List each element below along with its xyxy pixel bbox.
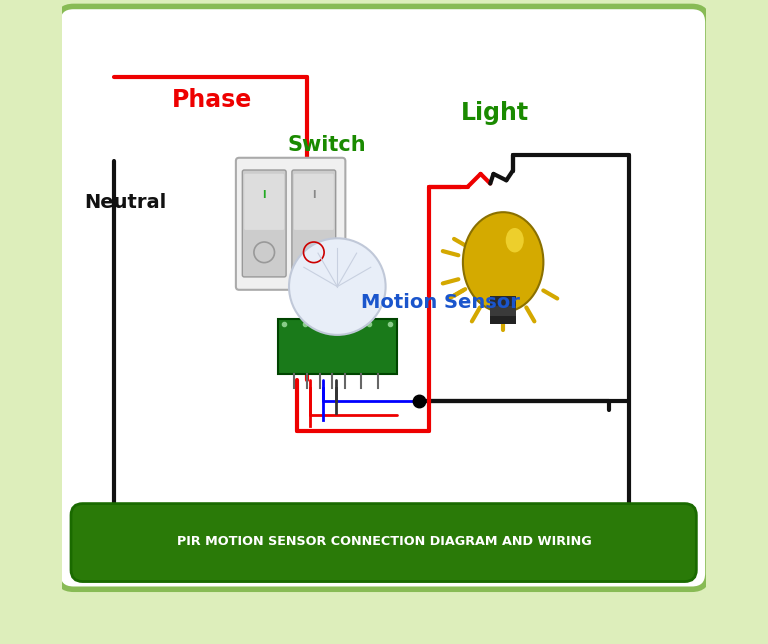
Text: I: I bbox=[263, 189, 266, 200]
Text: Motion Sensor: Motion Sensor bbox=[362, 293, 521, 312]
FancyBboxPatch shape bbox=[236, 158, 346, 290]
Text: I: I bbox=[312, 189, 316, 200]
FancyBboxPatch shape bbox=[294, 174, 334, 230]
Ellipse shape bbox=[505, 228, 524, 252]
Ellipse shape bbox=[289, 238, 386, 335]
FancyBboxPatch shape bbox=[71, 504, 697, 582]
Text: Switch: Switch bbox=[287, 135, 366, 155]
FancyBboxPatch shape bbox=[490, 296, 516, 306]
Text: Light: Light bbox=[462, 100, 529, 125]
Text: Phase: Phase bbox=[171, 88, 252, 112]
Text: Neutral: Neutral bbox=[84, 193, 167, 213]
FancyBboxPatch shape bbox=[490, 306, 516, 316]
FancyBboxPatch shape bbox=[244, 174, 284, 230]
Text: PIR MOTION SENSOR CONNECTION DIAGRAM AND WIRING: PIR MOTION SENSOR CONNECTION DIAGRAM AND… bbox=[177, 535, 591, 548]
FancyBboxPatch shape bbox=[58, 6, 708, 589]
FancyBboxPatch shape bbox=[490, 316, 516, 324]
FancyBboxPatch shape bbox=[278, 319, 397, 374]
FancyBboxPatch shape bbox=[243, 170, 286, 277]
FancyBboxPatch shape bbox=[292, 170, 336, 277]
Ellipse shape bbox=[463, 212, 544, 312]
